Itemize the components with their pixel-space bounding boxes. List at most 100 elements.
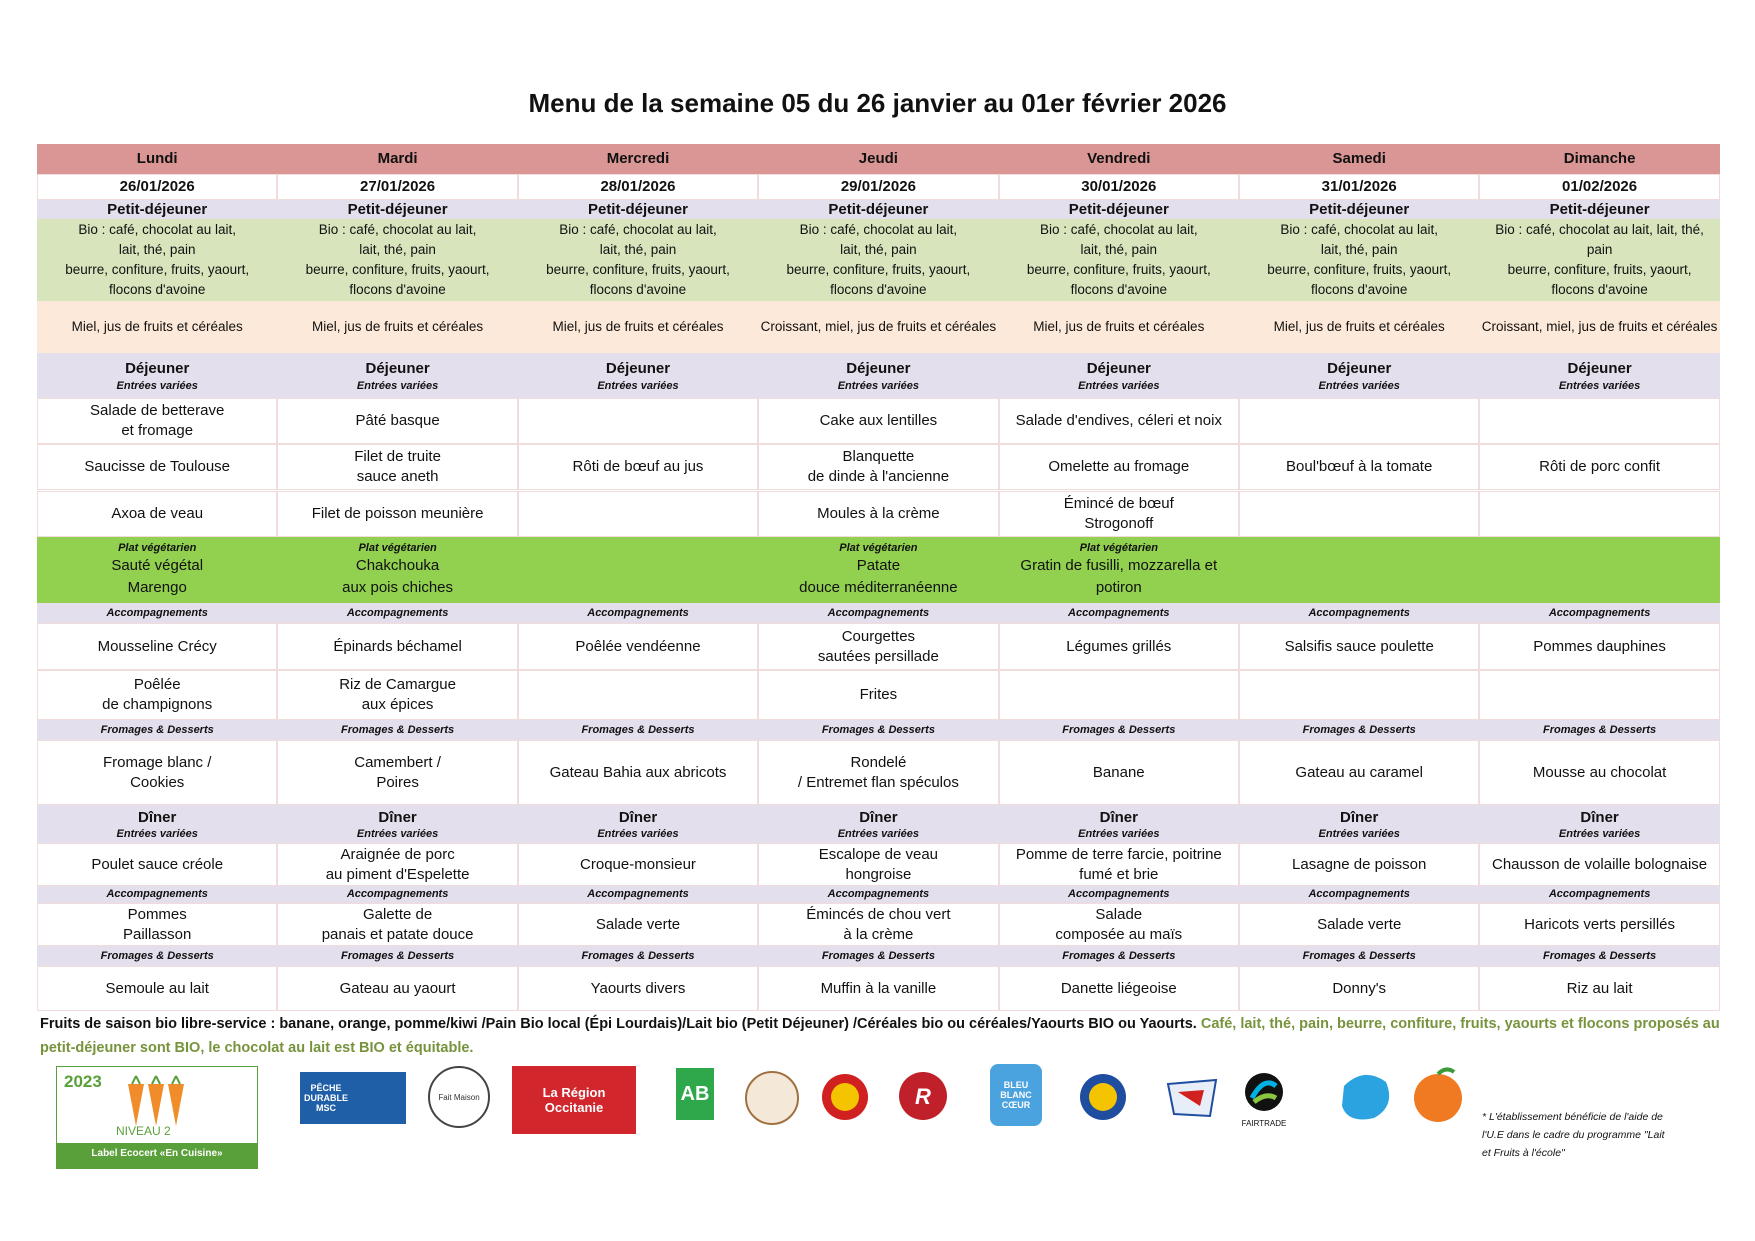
desserts-label: Fromages & Desserts: [1239, 720, 1480, 740]
breakfast-heading: Petit-déjeuner: [37, 200, 278, 219]
breakfast-items: Bio : café, chocolat au lait, lait, thé,…: [1479, 219, 1720, 301]
dinner-dessert: Gateau au yaourt: [277, 966, 518, 1011]
meal-title: Déjeuner: [605, 360, 671, 377]
breakfast-items: Bio : café, chocolat au lait, lait, thé,…: [277, 219, 518, 301]
breakfast-extra: Croissant, miel, jus de fruits et céréal…: [1479, 301, 1720, 353]
starter-dish: Filet de poisson meunière: [277, 491, 518, 537]
desserts-label: Fromages & Desserts: [998, 946, 1239, 966]
dessert: Gateau au caramel: [1239, 740, 1480, 805]
side-dish: Pommes dauphines: [1479, 623, 1720, 670]
day-name: Mercredi: [517, 144, 759, 174]
sides-label: Accompagnements: [758, 603, 999, 623]
sides-label: Accompagnements: [1239, 886, 1480, 903]
breakfast-items: Bio : café, chocolat au lait, lait, thé,…: [517, 219, 759, 301]
starter-dish: [1479, 398, 1720, 444]
dinner-heading: Dîner Entrées variées: [517, 805, 759, 843]
day-date: 26/01/2026: [37, 174, 278, 200]
meal-title: Déjeuner: [1567, 360, 1632, 377]
veg-dish: [517, 537, 759, 603]
menu-title: Menu de la semaine 05 du 26 janvier au 0…: [528, 88, 1227, 118]
dessert: Banane: [998, 740, 1239, 805]
fruits-ecole-icon: [1414, 1067, 1462, 1122]
sides-label: Accompagnements: [517, 886, 759, 903]
footer-note: Fruits de saison bio libre-service : ban…: [40, 1012, 1720, 1060]
day-date: 30/01/2026: [998, 174, 1239, 200]
label-icon: [745, 1071, 799, 1125]
breakfast-heading: Petit-déjeuner: [517, 200, 759, 219]
sides-label: Accompagnements: [1479, 886, 1720, 903]
starter-dish: [517, 491, 759, 537]
veg-label: Plat végétarien: [118, 541, 197, 554]
side-dish: Riz de Camargue aux épices: [277, 670, 518, 720]
dinner-starter: Poulet sauce créole: [37, 843, 278, 886]
side-dish: [517, 670, 759, 720]
sides-label: Accompagnements: [998, 603, 1239, 623]
dessert: Fromage blanc / Cookies: [37, 740, 278, 805]
dessert: Camembert / Poires: [277, 740, 518, 805]
dinner-side: Salade composée au maïs: [998, 903, 1239, 946]
starters-label: Entrées variées: [597, 380, 679, 392]
side-dish: Légumes grillés: [998, 623, 1239, 670]
sides-label: Accompagnements: [517, 603, 759, 623]
dinner-dessert: Riz au lait: [1479, 966, 1720, 1011]
breakfast-heading: Petit-déjeuner: [277, 200, 518, 219]
day-date: 01/02/2026: [1479, 174, 1720, 200]
fairtrade-logo: FAIRTRADE: [1236, 1072, 1292, 1128]
day-date: 27/01/2026: [277, 174, 518, 200]
svg-text:R: R: [915, 1084, 931, 1109]
side-dish: Poêlée de champignons: [37, 670, 278, 720]
side-dish: Salsifis sauce poulette: [1239, 623, 1480, 670]
veg-dish: [1479, 537, 1720, 603]
veg-name: Patate douce méditerranéenne: [799, 556, 958, 596]
dinner-heading: Dîner Entrées variées: [1239, 805, 1480, 843]
meal-title: Déjeuner: [846, 360, 911, 377]
footer-green: Café, lait, thé, pain, beurre, confiture…: [40, 1016, 1720, 1056]
meal-title: Dîner: [1580, 808, 1619, 826]
desserts-label: Fromages & Desserts: [37, 946, 278, 966]
lunch-heading: Déjeuner Entrées variées: [37, 353, 278, 398]
dinner-heading: Dîner Entrées variées: [998, 805, 1239, 843]
lunch-heading: Déjeuner Entrées variées: [277, 353, 518, 398]
msc-logo: PÊCHE DURABLE MSC: [300, 1072, 406, 1124]
day-name: Samedi: [1239, 144, 1480, 174]
dinner-heading: Dîner Entrées variées: [37, 805, 278, 843]
veg-dish: Plat végétarien Chakchouka aux pois chich…: [277, 537, 518, 603]
day-name: Mardi: [277, 144, 518, 174]
desserts-label: Fromages & Desserts: [758, 946, 999, 966]
starters-label: Entrées variées: [837, 380, 920, 392]
starters-label: Entrées variées: [1318, 380, 1400, 392]
lunch-heading: Déjeuner Entrées variées: [998, 353, 1239, 398]
meal-title: Dîner: [1099, 808, 1138, 826]
desserts-label: Fromages & Desserts: [277, 946, 518, 966]
breakfast-heading: Petit-déjeuner: [758, 200, 999, 219]
dinner-dessert: Yaourts divers: [517, 966, 759, 1011]
dessert: Gateau Bahia aux abricots: [517, 740, 759, 805]
starter-dish: Cake aux lentilles: [758, 398, 999, 444]
day-name: Dimanche: [1479, 144, 1720, 174]
lunch-heading: Déjeuner Entrées variées: [1479, 353, 1720, 398]
starter-dish: Émincé de bœuf Strogonoff: [998, 491, 1239, 537]
occitanie-logo: La Région Occitanie: [512, 1066, 636, 1134]
breakfast-items: Bio : café, chocolat au lait, lait, thé,…: [1239, 219, 1480, 301]
breakfast-extra: Miel, jus de fruits et céréales: [517, 301, 759, 353]
desserts-label: Fromages & Desserts: [1479, 946, 1720, 966]
dinner-dessert: Semoule au lait: [37, 966, 278, 1011]
dinner-starter: Araignée de porc au piment d'Espelette: [277, 843, 518, 886]
starter-dish: Pâté basque: [277, 398, 518, 444]
meal-title: Déjeuner: [125, 360, 190, 377]
bbc-logo: BLEU BLANC CŒUR: [990, 1064, 1042, 1126]
desserts-label: Fromages & Desserts: [758, 720, 999, 740]
dinner-side: Émincés de chou vert à la crème: [758, 903, 999, 946]
starters-label: Entrées variées: [356, 380, 439, 392]
meal-title: Dîner: [618, 808, 658, 826]
starter-dish: Salade d'endives, céleri et noix: [998, 398, 1239, 444]
starter-dish: [1239, 398, 1480, 444]
meal-title: Déjeuner: [1327, 360, 1392, 377]
dinner-dessert: Muffin à la vanille: [758, 966, 999, 1011]
side-dish: Épinards béchamel: [277, 623, 518, 670]
sides-label: Accompagnements: [37, 886, 278, 903]
ecocert-year: 2023: [64, 1072, 102, 1091]
starter-dish: Blanquette de dinde à l'ancienne: [758, 444, 999, 490]
day-date: 29/01/2026: [758, 174, 999, 200]
meal-title: Dîner: [138, 808, 177, 826]
